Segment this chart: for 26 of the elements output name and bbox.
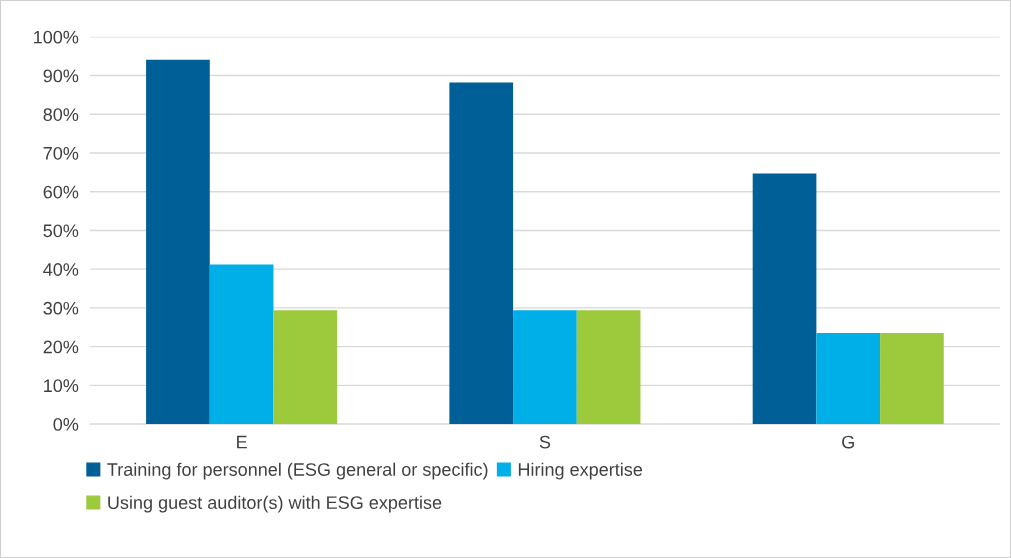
x-tick-label: G bbox=[842, 435, 854, 449]
bar bbox=[513, 310, 577, 425]
x-tick-label: S bbox=[539, 435, 551, 449]
y-tick-label: 70% bbox=[43, 146, 79, 160]
y-tick-label: 20% bbox=[43, 340, 79, 354]
y-tick-label: 10% bbox=[44, 379, 79, 393]
bar bbox=[146, 59, 210, 425]
bar bbox=[816, 333, 881, 425]
y-tick-label: 40% bbox=[43, 263, 79, 276]
y-tick-label: 30% bbox=[43, 301, 79, 315]
legend-label: Using guest auditor(s) with ESG expertise bbox=[108, 495, 442, 513]
legend-label: Hiring expertise bbox=[518, 462, 643, 480]
bar bbox=[273, 310, 338, 425]
y-tick-label: 60% bbox=[43, 185, 79, 199]
bar bbox=[752, 173, 817, 425]
y-tick-label: 80% bbox=[43, 108, 79, 121]
y-tick-label: 100% bbox=[34, 30, 79, 44]
bar bbox=[209, 264, 274, 425]
y-tick-label: 50% bbox=[43, 224, 79, 238]
bar bbox=[449, 82, 514, 425]
legend-label: Training for personnel (ESG general or specific) bbox=[107, 462, 488, 480]
x-tick-label: E bbox=[237, 435, 247, 449]
bar bbox=[576, 310, 641, 425]
bar bbox=[880, 333, 944, 425]
y-tick-label: 90% bbox=[43, 69, 79, 83]
y-tick-label: 0% bbox=[53, 418, 79, 431]
